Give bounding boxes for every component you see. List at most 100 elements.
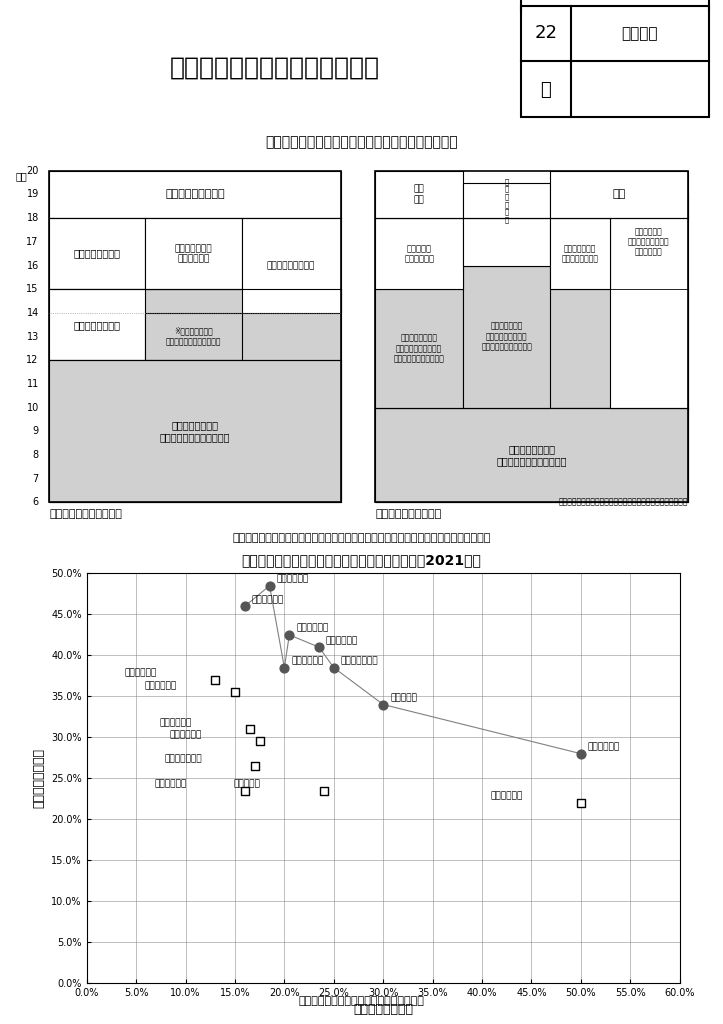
Text: 18: 18 — [27, 213, 39, 223]
Point — [239, 782, 251, 799]
Text: 11: 11 — [27, 379, 39, 389]
Text: 受験番号: 受験番号 — [622, 26, 658, 41]
X-axis label: 都県内大学進学率: 都県内大学進学率 — [354, 1004, 413, 1017]
Text: 千葉県（女）: 千葉県（女） — [169, 730, 202, 739]
Bar — [49, 289, 145, 360]
Text: 群馬県（女）: 群馬県（女） — [155, 779, 187, 788]
Text: 12: 12 — [26, 355, 39, 366]
Text: （アメリカもドイツも　　部分は義務教育であることを示す）: （アメリカもドイツも 部分は義務教育であることを示す） — [558, 498, 688, 507]
Bar — [145, 218, 241, 289]
Text: グルントシューレ
（小学校に相当する学校）: グルントシューレ （小学校に相当する学校） — [496, 444, 567, 466]
Bar — [521, 6, 709, 117]
Text: 10: 10 — [27, 402, 39, 413]
Text: 茨城県（男）: 茨城県（男） — [276, 574, 309, 584]
Bar — [463, 265, 550, 408]
Bar — [375, 171, 463, 218]
Bar — [550, 218, 609, 289]
Point — [229, 684, 241, 700]
Bar — [49, 289, 341, 503]
Text: 専
門
高
学
等
校: 専 門 高 学 等 校 — [505, 178, 509, 223]
Text: 20: 20 — [26, 166, 39, 176]
Text: 上級専門学校や
専門ギムナジウム: 上級専門学校や 専門ギムナジウム — [562, 244, 599, 263]
Text: 資料１　外国の学校制度の例（アメリカ、ドイツ）: 資料１ 外国の学校制度の例（アメリカ、ドイツ） — [265, 135, 458, 148]
Point — [575, 745, 586, 762]
Bar — [375, 218, 463, 289]
Text: レアルシューレ
（各資格や専門職を
めざす人のための学校）: レアルシューレ （各資格や専門職を めざす人のための学校） — [481, 322, 532, 351]
Text: 大学・短期大学など: 大学・短期大学など — [165, 189, 225, 200]
Bar — [49, 360, 341, 503]
Text: 埼玉県（女）: 埼玉県（女） — [160, 718, 192, 727]
Point — [264, 578, 275, 594]
Y-axis label: 都県外大学進学率: 都県外大学進学率 — [33, 749, 46, 808]
Point — [313, 639, 325, 655]
Text: 栃木県（女）: 栃木県（女） — [145, 681, 177, 690]
Text: 中: 中 — [541, 81, 551, 98]
Text: 下級ハイスクール: 下級ハイスクール — [74, 319, 121, 330]
Text: 東京都（男）: 東京都（男） — [588, 742, 620, 752]
Text: 社　会　その２（４枚のうち）: 社 会 その２（４枚のうち） — [170, 55, 380, 80]
Text: 茨城県（女）: 茨城県（女） — [125, 669, 157, 678]
Point — [278, 659, 290, 676]
Text: 大学: 大学 — [612, 189, 625, 200]
Text: ４年制ハイスクール: ４年制ハイスクール — [267, 261, 315, 270]
Text: 資料２　関東地方一都六県の男女別大学進学率（2021年）: 資料２ 関東地方一都六県の男女別大学進学率（2021年） — [241, 554, 482, 567]
Bar — [375, 408, 688, 503]
Text: 上級・下級併設
ハイスクール: 上級・下級併設 ハイスクール — [175, 244, 213, 263]
Text: （文部科学省「学校基本調査」より作成）: （文部科学省「学校基本調査」より作成） — [299, 996, 424, 1006]
Bar — [463, 182, 550, 218]
Bar — [375, 289, 463, 408]
Point — [318, 782, 330, 799]
Text: 埼玉県（男）: 埼玉県（男） — [296, 624, 328, 633]
Text: （文部科学省の資料より作成。理解しやすくするために、簡略化して表現しています）: （文部科学省の資料より作成。理解しやすくするために、簡略化して表現しています） — [232, 532, 491, 543]
Text: 栃木県（男）: 栃木県（男） — [252, 595, 284, 604]
Text: 全国（女）: 全国（女） — [234, 779, 260, 788]
Text: 職業学校や
職業専門学校: 職業学校や 職業専門学校 — [404, 244, 434, 263]
Text: ア　アメリカの学校制度: ア アメリカの学校制度 — [49, 509, 122, 519]
Text: 6: 6 — [33, 498, 39, 507]
Text: イ　ドイツの学校制度: イ ドイツの学校制度 — [375, 509, 442, 519]
Text: 7: 7 — [33, 473, 39, 483]
Text: 15: 15 — [26, 285, 39, 294]
Point — [244, 721, 256, 737]
Text: ジュニアスクール
（小学校に相当する学校）: ジュニアスクール （小学校に相当する学校） — [160, 421, 230, 442]
Text: 上級ハイスクール: 上級ハイスクール — [74, 249, 121, 259]
Text: 神奈川県（男）: 神奈川県（男） — [341, 656, 378, 666]
Text: 千葉県（男）: 千葉県（男） — [326, 636, 358, 645]
Text: 年齢: 年齢 — [15, 171, 27, 181]
Text: ギムナジウム
（大学をめざす人の
ための学校）: ギムナジウム （大学をめざす人の ための学校） — [628, 227, 669, 257]
Bar — [609, 195, 688, 408]
Bar — [49, 171, 341, 503]
Text: 8: 8 — [33, 450, 39, 460]
Bar — [49, 218, 145, 289]
Bar — [375, 408, 688, 503]
Text: 専門
学校: 専門 学校 — [414, 184, 424, 204]
Point — [575, 795, 586, 811]
Text: 17: 17 — [26, 237, 39, 247]
Text: 9: 9 — [33, 426, 39, 436]
Bar — [49, 171, 341, 218]
Text: 22: 22 — [534, 25, 557, 42]
Bar — [463, 218, 550, 265]
Point — [254, 733, 265, 750]
Bar — [550, 171, 688, 218]
Bar — [375, 171, 688, 503]
Text: 19: 19 — [27, 189, 39, 200]
Text: 14: 14 — [27, 308, 39, 317]
Point — [283, 627, 295, 643]
Text: 神奈川県（女）: 神奈川県（女） — [164, 755, 202, 764]
Bar — [145, 313, 241, 360]
Point — [210, 672, 221, 688]
Text: 東京都（女）: 東京都（女） — [490, 792, 523, 801]
Point — [249, 758, 260, 774]
Bar — [241, 218, 341, 313]
Text: 全国（男）: 全国（男） — [390, 693, 417, 702]
Text: 13: 13 — [27, 332, 39, 342]
Bar — [375, 289, 688, 408]
Text: ※ハイスクールは
中学・高校に相当する学校: ※ハイスクールは 中学・高校に相当する学校 — [166, 327, 221, 346]
Point — [239, 598, 251, 614]
Text: ハウプトシューレ
（職人・技術者などを
めざす人のための学校）: ハウプトシューレ （職人・技術者などを めざす人のための学校） — [393, 334, 445, 364]
Text: 16: 16 — [27, 260, 39, 270]
Point — [328, 659, 340, 676]
Text: 群馬県（男）: 群馬県（男） — [291, 656, 324, 666]
Point — [377, 696, 389, 713]
